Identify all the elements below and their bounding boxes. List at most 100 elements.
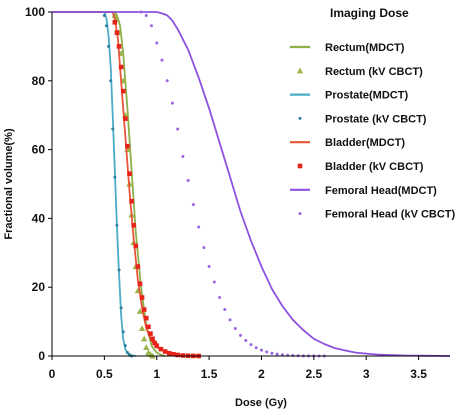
legend-label: Rectum (kV CBCT) — [325, 66, 423, 78]
data-point-femoral-head-kv-cbct — [150, 24, 153, 28]
data-point-bladder-kv-cbct — [158, 346, 164, 352]
y-tick-label: 80 — [32, 74, 46, 88]
legend-marker — [298, 116, 302, 120]
series-femoral-head-mdct — [52, 11, 451, 357]
data-point-femoral-head-kv-cbct — [218, 296, 222, 300]
data-point-femoral-head-kv-cbct — [191, 203, 195, 207]
data-point-bladder-kv-cbct — [150, 336, 155, 342]
data-point-bladder-kv-cbct — [146, 324, 151, 330]
data-point-femoral-head-kv-cbct — [249, 343, 253, 347]
legend-item-rectum-kv-cbct: Rectum (kV CBCT) — [296, 66, 423, 78]
data-point-rectum-kv-cbct — [138, 325, 146, 332]
data-point-femoral-head-kv-cbct — [176, 127, 180, 131]
legend-label: Femoral Head (kV CBCT) — [325, 209, 456, 221]
data-point-bladder-kv-cbct — [154, 343, 160, 348]
data-point-bladder-kv-cbct — [114, 30, 120, 35]
legend-label: Rectum(MDCT) — [325, 42, 405, 54]
x-tick-label: 0 — [49, 367, 56, 381]
data-point-femoral-head-kv-cbct — [223, 308, 227, 312]
data-point-bladder-kv-cbct — [143, 315, 149, 321]
data-point-bladder-kv-cbct — [148, 331, 153, 336]
data-point-bladder-kv-cbct — [171, 351, 176, 357]
legend: Imaging Dose Rectum(MDCT) Rectum (kV CBCT… — [290, 6, 456, 221]
data-point-bladder-kv-cbct — [120, 88, 126, 94]
data-point-femoral-head-kv-cbct — [259, 348, 263, 352]
data-point-prostate-kv-cbct — [115, 223, 119, 227]
data-point-bladder-kv-cbct — [137, 281, 143, 287]
data-point-femoral-head-kv-cbct — [228, 318, 232, 322]
legend-item-femoral-head-kv-cbct: Femoral Head (kV CBCT) — [298, 209, 456, 221]
legend-item-prostate-mdct: Prostate(MDCT) — [290, 90, 408, 102]
data-point-bladder-kv-cbct — [180, 353, 186, 358]
series-line-rectum-mdct — [52, 11, 166, 357]
legend-item-bladder-kv-cbct: Bladder (kV CBCT) — [297, 161, 424, 173]
data-point-prostate-kv-cbct — [125, 351, 129, 355]
legend-marker — [296, 67, 304, 74]
legend-label: Prostate (kV CBCT) — [325, 113, 427, 125]
legend-label: Femoral Head(MDCT) — [325, 185, 437, 197]
data-point-bladder-kv-cbct — [123, 116, 128, 121]
data-point-bladder-kv-cbct — [133, 243, 139, 249]
legend-marker — [297, 163, 303, 169]
data-point-bladder-kv-cbct — [116, 44, 122, 49]
x-tick-label: 0.5 — [96, 367, 113, 381]
data-point-femoral-head-kv-cbct — [139, 10, 143, 14]
data-point-prostate-kv-cbct — [102, 13, 106, 17]
data-point-prostate-kv-cbct — [109, 79, 113, 83]
data-point-femoral-head-kv-cbct — [207, 265, 211, 269]
x-tick-label: 2 — [258, 367, 265, 381]
data-point-bladder-kv-cbct — [139, 295, 145, 300]
data-point-femoral-head-kv-cbct — [165, 79, 169, 83]
x-tick-label: 1.5 — [201, 367, 218, 381]
data-point-femoral-head-kv-cbct — [233, 326, 237, 330]
data-point-bladder-kv-cbct — [127, 171, 132, 176]
data-point-femoral-head-kv-cbct — [160, 58, 164, 62]
data-point-bladder-kv-cbct — [162, 349, 168, 354]
series-bladder-mdct — [52, 11, 199, 357]
legend-label: Prostate(MDCT) — [325, 90, 408, 102]
legend-item-femoral-head-mdct: Femoral Head(MDCT) — [290, 185, 437, 197]
data-point-bladder-kv-cbct — [125, 143, 130, 149]
data-point-prostate-kv-cbct — [117, 268, 121, 272]
data-point-prostate-kv-cbct — [111, 127, 115, 131]
data-point-femoral-head-kv-cbct — [186, 179, 190, 183]
data-point-femoral-head-kv-cbct — [155, 41, 159, 45]
data-point-bladder-kv-cbct — [118, 64, 124, 70]
data-point-prostate-kv-cbct — [119, 306, 123, 310]
data-point-bladder-kv-cbct — [141, 307, 147, 312]
y-tick-label: 40 — [32, 211, 46, 225]
data-point-femoral-head-kv-cbct — [197, 225, 201, 229]
series-line-bladder-mdct — [52, 11, 199, 357]
series-prostate-kv-cbct — [102, 13, 134, 358]
data-point-femoral-head-kv-cbct — [202, 246, 206, 250]
data-point-bladder-kv-cbct — [112, 20, 118, 25]
data-point-femoral-head-kv-cbct — [181, 154, 185, 158]
data-point-femoral-head-kv-cbct — [275, 352, 279, 356]
series-bladder-kv-cbct — [112, 20, 201, 359]
y-tick-label: 100 — [25, 5, 45, 19]
data-point-rectum-kv-cbct — [143, 344, 150, 350]
data-point-prostate-kv-cbct — [123, 344, 127, 348]
data-point-prostate-kv-cbct — [121, 330, 125, 334]
x-tick-label: 2.5 — [305, 367, 322, 381]
x-axis-title: Dose (Gy) — [235, 397, 287, 409]
y-tick-label: 60 — [32, 143, 46, 157]
series-rectum-kv-cbct — [111, 12, 156, 359]
data-point-femoral-head-kv-cbct — [254, 346, 258, 350]
series-line-femoral-head-mdct — [52, 11, 451, 357]
legend-item-bladder-mdct: Bladder(MDCT) — [290, 137, 405, 149]
y-tick-label: 20 — [32, 280, 46, 294]
series-femoral-head-kv-cbct — [139, 10, 326, 358]
data-point-bladder-kv-cbct — [152, 340, 157, 346]
data-point-femoral-head-kv-cbct — [265, 350, 269, 354]
data-point-bladder-kv-cbct — [129, 198, 134, 204]
plot-area — [52, 10, 451, 359]
data-point-bladder-kv-cbct — [135, 264, 141, 269]
data-point-femoral-head-kv-cbct — [144, 13, 148, 17]
data-point-bladder-kv-cbct — [167, 350, 172, 356]
legend-marker — [298, 212, 302, 216]
x-tick-label: 3.5 — [410, 367, 427, 381]
data-point-femoral-head-kv-cbct — [239, 333, 243, 337]
data-point-femoral-head-kv-cbct — [212, 280, 216, 284]
